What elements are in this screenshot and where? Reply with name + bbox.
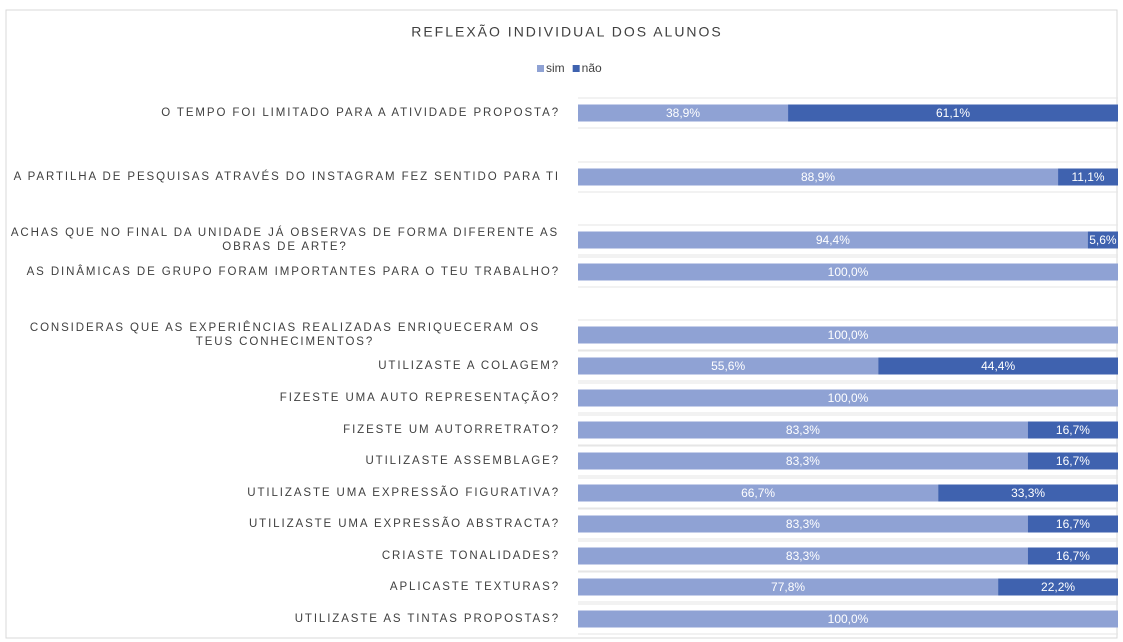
value-label: 38,9% bbox=[666, 106, 700, 120]
value-label: 16,7% bbox=[1056, 517, 1090, 531]
category-label: CRIASTE TONALIDADES? bbox=[10, 536, 560, 576]
category-label: O TEMPO FOI LIMITADO PARA A ATIVIDADE PR… bbox=[10, 93, 560, 133]
category-label: UTILIZASTE AS TINTAS PROPOSTAS? bbox=[10, 599, 560, 639]
legend-label: sim bbox=[546, 61, 565, 75]
value-label: 83,3% bbox=[786, 454, 820, 468]
value-label: 100,0% bbox=[828, 612, 869, 626]
value-label: 66,7% bbox=[741, 486, 775, 500]
category-text: CONSIDERAS QUE AS EXPERIÊNCIAS REALIZADA… bbox=[29, 322, 541, 348]
category-label: UTILIZASTE A COLAGEM? bbox=[10, 346, 560, 386]
category-text: UTILIZASTE ASSEMBLAGE? bbox=[365, 455, 560, 467]
value-label: 83,3% bbox=[786, 423, 820, 437]
category-text: A PARTILHA DE PESQUISAS ATRAVÉS DO INSTA… bbox=[13, 171, 560, 183]
category-text: APLICASTE TEXTURAS? bbox=[389, 581, 560, 593]
category-text: UTILIZASTE A COLAGEM? bbox=[378, 360, 560, 372]
bar bbox=[578, 389, 1118, 407]
value-label: 94,4% bbox=[816, 233, 850, 247]
bar bbox=[1027, 452, 1118, 470]
category-label: CONSIDERAS QUE AS EXPERIÊNCIAS REALIZADA… bbox=[10, 315, 560, 355]
bar bbox=[578, 104, 789, 122]
value-label: 22,2% bbox=[1041, 580, 1075, 594]
category-text: CRIASTE TONALIDADES? bbox=[381, 550, 560, 562]
bar bbox=[578, 168, 1059, 186]
bar bbox=[578, 357, 879, 375]
category-label: A PARTILHA DE PESQUISAS ATRAVÉS DO INSTA… bbox=[10, 157, 560, 197]
bar bbox=[578, 421, 1028, 439]
bar bbox=[578, 326, 1118, 344]
category-label: UTILIZASTE UMA EXPRESSÃO ABSTRACTA? bbox=[10, 504, 560, 544]
bar bbox=[578, 515, 1028, 533]
bar bbox=[1058, 168, 1118, 186]
bar bbox=[1027, 547, 1118, 565]
bar bbox=[578, 578, 999, 596]
value-label: 16,7% bbox=[1056, 549, 1090, 563]
bar bbox=[878, 357, 1118, 375]
category-label: UTILIZASTE ASSEMBLAGE? bbox=[10, 441, 560, 481]
bar bbox=[938, 484, 1118, 502]
category-label: UTILIZASTE UMA EXPRESSÃO FIGURATIVA? bbox=[10, 473, 560, 513]
value-label: 77,8% bbox=[771, 580, 805, 594]
legend-swatch bbox=[537, 65, 544, 72]
category-text: FIZESTE UM AUTORRETRATO? bbox=[343, 424, 560, 436]
frame bbox=[5, 9, 1118, 639]
value-label: 16,7% bbox=[1056, 423, 1090, 437]
value-label: 61,1% bbox=[936, 106, 970, 120]
value-label: 100,0% bbox=[828, 391, 869, 405]
value-label: 83,3% bbox=[786, 517, 820, 531]
category-label: FIZESTE UMA AUTO REPRESENTAÇÃO? bbox=[10, 378, 560, 418]
category-label: AS DINÂMICAS DE GRUPO FORAM IMPORTANTES … bbox=[10, 252, 560, 292]
value-label: 16,7% bbox=[1056, 454, 1090, 468]
category-text: UTILIZASTE UMA EXPRESSÃO ABSTRACTA? bbox=[248, 518, 560, 530]
category-label: APLICASTE TEXTURAS? bbox=[10, 567, 560, 607]
bar bbox=[578, 231, 1088, 249]
category-text: ACHAS QUE NO FINAL DA UNIDADE JÁ OBSERVA… bbox=[10, 227, 560, 253]
bar bbox=[998, 578, 1118, 596]
bar bbox=[578, 610, 1118, 628]
value-label: 44,4% bbox=[981, 359, 1015, 373]
category-text: UTILIZASTE UMA EXPRESSÃO FIGURATIVA? bbox=[247, 487, 560, 499]
category-label: FIZESTE UM AUTORRETRATO? bbox=[10, 410, 560, 450]
value-label: 83,3% bbox=[786, 549, 820, 563]
category-label: ACHAS QUE NO FINAL DA UNIDADE JÁ OBSERVA… bbox=[10, 220, 560, 260]
value-label: 88,9% bbox=[801, 170, 835, 184]
category-text: UTILIZASTE AS TINTAS PROPOSTAS? bbox=[294, 613, 560, 625]
category-text: FIZESTE UMA AUTO REPRESENTAÇÃO? bbox=[279, 392, 560, 404]
bar bbox=[1087, 231, 1118, 249]
bar bbox=[578, 547, 1028, 565]
bar bbox=[578, 452, 1028, 470]
value-label: 100,0% bbox=[828, 328, 869, 342]
value-label: 55,6% bbox=[711, 359, 745, 373]
bar bbox=[1027, 421, 1118, 439]
value-label: 100,0% bbox=[828, 265, 869, 279]
legend-swatch bbox=[572, 65, 580, 72]
bar bbox=[788, 104, 1118, 122]
value-label: 33,3% bbox=[1011, 486, 1045, 500]
value-label: 11,1% bbox=[1071, 170, 1104, 184]
bar bbox=[1027, 515, 1118, 533]
chart-title: REFLEXÃO INDIVIDUAL DOS ALUNOS bbox=[411, 24, 723, 40]
bar bbox=[578, 484, 939, 502]
legend-label: não bbox=[582, 61, 602, 75]
value-label: 5,6% bbox=[1089, 233, 1117, 247]
category-text: O TEMPO FOI LIMITADO PARA A ATIVIDADE PR… bbox=[161, 107, 560, 119]
category-text: AS DINÂMICAS DE GRUPO FORAM IMPORTANTES … bbox=[26, 266, 560, 278]
bar bbox=[578, 263, 1118, 281]
